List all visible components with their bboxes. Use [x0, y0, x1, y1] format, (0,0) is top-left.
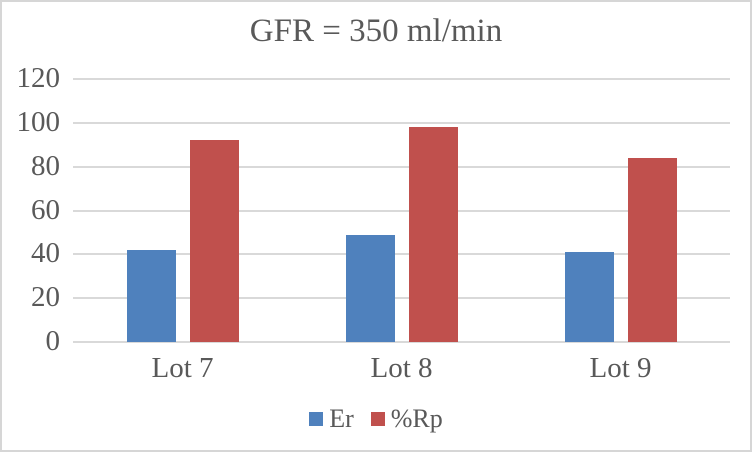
bar-er-lot-7 [126, 249, 176, 342]
bars-layer [73, 79, 730, 342]
gridline-40 [73, 253, 730, 256]
gridline-80 [73, 165, 730, 168]
legend-swatch-icon [370, 412, 385, 426]
bar-pct-rp-lot-8 [408, 127, 458, 342]
plot-area [73, 78, 730, 343]
legend: Er %Rp [2, 405, 750, 433]
y-tick-label-40: 40 [31, 237, 60, 270]
gridline-120 [73, 78, 730, 80]
x-tick-label-lot-9: Lot 9 [589, 352, 652, 384]
y-tick-label-20: 20 [31, 281, 60, 314]
y-axis: 0 20 40 60 80 100 120 [2, 63, 61, 355]
gridline-20 [73, 297, 730, 300]
x-tick-label-lot-7: Lot 7 [151, 352, 214, 384]
category-group-lot-8 [292, 79, 511, 342]
y-tick-label-80: 80 [31, 149, 60, 182]
y-tick-label-120: 120 [16, 61, 61, 94]
y-tick-label-0: 0 [45, 324, 61, 357]
category-group-lot-9 [511, 79, 730, 342]
chart-title: GFR = 350 ml/min [249, 13, 503, 49]
y-tick-label-100: 100 [16, 105, 61, 138]
gridline-100 [73, 121, 730, 124]
bar-er-lot-8 [345, 234, 395, 342]
legend-item-pct-rp: %Rp [370, 404, 443, 433]
category-group-lot-7 [73, 79, 292, 342]
legend-item-er: Er [309, 406, 354, 432]
legend-label: Er [329, 404, 354, 433]
bar-pct-rp-lot-7 [189, 140, 239, 342]
legend-swatch-icon [309, 412, 324, 426]
legend-label: %Rp [390, 404, 443, 433]
bar-er-lot-9 [564, 252, 614, 342]
gridline-0 [73, 341, 730, 343]
bar-pct-rp-lot-9 [627, 157, 677, 342]
x-axis: Lot 7 Lot 8 Lot 9 [73, 354, 730, 383]
gridline-60 [73, 209, 730, 212]
x-tick-label-lot-8: Lot 8 [370, 352, 433, 384]
y-tick-label-60: 60 [31, 193, 60, 226]
